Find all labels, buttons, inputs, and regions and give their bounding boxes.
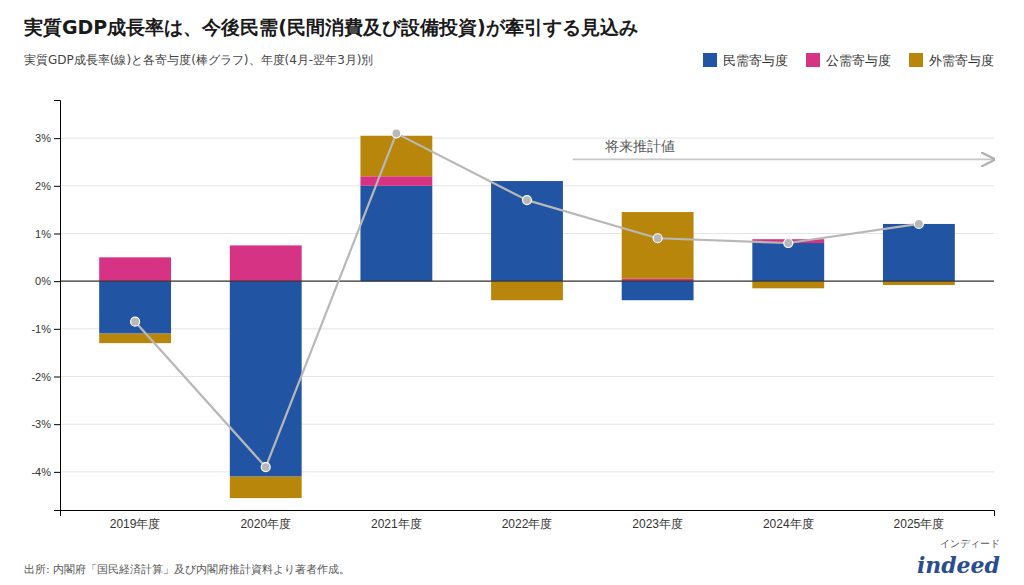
subtitle: 実質GDP成長率(線)と各寄与度(棒グラフ)、年度(4月-翌年3月)別 bbox=[24, 53, 373, 67]
x-tick-label: 2020年度 bbox=[240, 517, 291, 531]
x-tick: 2021年度 bbox=[371, 517, 422, 531]
x-tick-label: 2022年度 bbox=[502, 517, 553, 531]
y-tick: -4% bbox=[31, 466, 60, 478]
line bbox=[135, 133, 919, 467]
y-tick-mark bbox=[54, 329, 60, 330]
bar bbox=[622, 281, 694, 300]
y-tick: -1% bbox=[31, 323, 60, 335]
y-tick-label: 2% bbox=[35, 180, 51, 192]
bar bbox=[99, 281, 171, 333]
y-tick-mark bbox=[54, 233, 60, 234]
x-tick: 2025年度 bbox=[894, 517, 945, 531]
y-tick: 1% bbox=[35, 228, 60, 240]
y-axis: -4% -3% -2% -1% 0% 1% 2% 3% bbox=[31, 101, 60, 511]
legend-item: 外需寄与度 bbox=[909, 53, 994, 68]
legend-swatch bbox=[703, 53, 717, 67]
y-tick-mark bbox=[54, 472, 60, 473]
logo-text: インディード bbox=[940, 538, 1000, 549]
y-tick-mark bbox=[54, 138, 60, 139]
bar-series bbox=[99, 181, 955, 477]
grid-line bbox=[60, 138, 994, 139]
y-tick-mark bbox=[54, 186, 60, 187]
grid-line bbox=[60, 424, 994, 425]
annotation-arrow bbox=[573, 159, 994, 161]
legend-label: 外需寄与度 bbox=[929, 53, 994, 68]
legend-label: 民需寄与度 bbox=[723, 53, 788, 68]
bar-series bbox=[99, 176, 824, 281]
annotation-text: 将来推計値 bbox=[604, 138, 675, 154]
y-tick: -3% bbox=[31, 418, 60, 430]
zero-line bbox=[60, 281, 994, 282]
grid bbox=[60, 138, 994, 472]
bar bbox=[360, 176, 432, 186]
line-layer bbox=[131, 129, 924, 472]
annotation: 将来推計値 bbox=[573, 138, 994, 159]
legend-label: 公需寄与度 bbox=[826, 53, 891, 68]
x-tick: 2024年度 bbox=[763, 517, 814, 531]
source: 出所: 内閣府「国民経済計算」及び内閣府推計資料より著者作成。 bbox=[24, 563, 350, 576]
x-tick-label: 2021年度 bbox=[371, 517, 422, 531]
bar bbox=[230, 245, 302, 281]
bar bbox=[883, 224, 955, 281]
marker bbox=[261, 463, 270, 472]
plot-area bbox=[99, 136, 955, 498]
y-tick-mark bbox=[54, 281, 60, 282]
y-tick-label: -3% bbox=[31, 418, 51, 430]
y-tick: 0% bbox=[35, 275, 60, 287]
legend-swatch bbox=[806, 53, 820, 67]
bar bbox=[622, 212, 694, 279]
grid-line bbox=[60, 376, 994, 377]
bar bbox=[360, 136, 432, 177]
y-tick: 3% bbox=[35, 132, 60, 144]
x-tick: 2020年度 bbox=[240, 517, 291, 531]
legend-item: 民需寄与度 bbox=[703, 53, 788, 68]
y-tick-label: -2% bbox=[31, 371, 51, 383]
bar bbox=[230, 477, 302, 498]
marker bbox=[653, 234, 662, 243]
x-tick-label: 2025年度 bbox=[894, 517, 945, 531]
y-tick-label: 1% bbox=[35, 228, 51, 240]
logo: インディード indeed bbox=[917, 538, 1000, 578]
x-tick: 2022年度 bbox=[502, 517, 553, 531]
y-tick: 2% bbox=[35, 180, 60, 192]
x-tick-label: 2019年度 bbox=[110, 517, 161, 531]
grid-line bbox=[60, 281, 994, 282]
title: 実質GDP成長率は、今後民需(民間消費及び設備投資)が牽引する見込み bbox=[23, 16, 638, 38]
y-tick-label: -1% bbox=[31, 323, 51, 335]
x-axis: 2019年度 2020年度 2021年度 2022年度 2023年度 2024年度 2025… bbox=[61, 511, 995, 531]
bar bbox=[99, 334, 171, 344]
marker bbox=[784, 239, 793, 248]
y-axis-line bbox=[54, 101, 61, 511]
bar bbox=[491, 281, 563, 300]
legend-swatch bbox=[909, 53, 923, 67]
bar bbox=[752, 243, 824, 281]
x-tick-label: 2023年度 bbox=[632, 517, 683, 531]
y-tick-label: 0% bbox=[35, 275, 51, 287]
bar bbox=[752, 281, 824, 288]
bar bbox=[491, 181, 563, 281]
marker bbox=[914, 219, 923, 228]
marker bbox=[131, 317, 140, 326]
chart: 実質GDP成長率は、今後民需(民間消費及び設備投資)が牽引する見込み実質GDP成… bbox=[0, 0, 1024, 585]
y-tick-label: -4% bbox=[31, 466, 51, 478]
marker bbox=[392, 129, 401, 138]
x-tick: 2023年度 bbox=[632, 517, 683, 531]
legend-item: 公需寄与度 bbox=[806, 53, 891, 68]
y-tick-mark bbox=[54, 424, 60, 425]
y-tick-mark bbox=[54, 377, 60, 378]
logo-text: indeed bbox=[917, 552, 1000, 578]
x-axis-line bbox=[61, 511, 995, 517]
legend: 民需寄与度 公需寄与度 外需寄与度 bbox=[703, 53, 994, 68]
y-tick: -2% bbox=[31, 371, 60, 383]
grid-line bbox=[60, 471, 994, 472]
bar bbox=[230, 281, 302, 476]
grid-line bbox=[60, 328, 994, 329]
marker bbox=[523, 196, 532, 205]
bar-series bbox=[99, 136, 955, 498]
x-tick-label: 2024年度 bbox=[763, 517, 814, 531]
bar bbox=[99, 257, 171, 281]
x-tick: 2019年度 bbox=[110, 517, 161, 531]
y-tick-label: 3% bbox=[35, 132, 51, 144]
